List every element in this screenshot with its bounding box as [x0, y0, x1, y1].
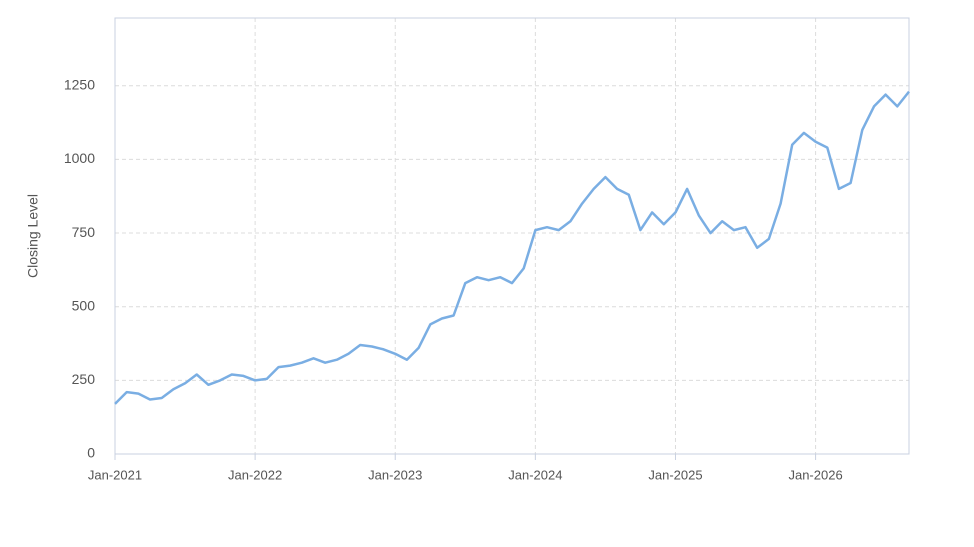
data-line — [114, 90, 910, 405]
y-axis-label: Closing Level — [25, 194, 41, 278]
y-tick-label: 1000 — [64, 150, 95, 166]
x-tick-label: Jan-2022 — [228, 467, 282, 482]
y-tick-label: 750 — [72, 224, 96, 240]
y-tick-label: 1250 — [64, 76, 95, 92]
y-tick-label: 500 — [72, 297, 96, 313]
y-tick-label: 250 — [72, 371, 96, 387]
x-tick-label: Jan-2021 — [88, 467, 142, 482]
plot-border — [114, 17, 910, 455]
x-tick-label: Jan-2025 — [648, 467, 702, 482]
x-tick-label: Jan-2023 — [368, 467, 422, 482]
x-tick-label: Jan-2026 — [788, 467, 842, 482]
y-tick-label: 0 — [87, 445, 95, 461]
x-tick-label: Jan-2024 — [508, 467, 562, 482]
